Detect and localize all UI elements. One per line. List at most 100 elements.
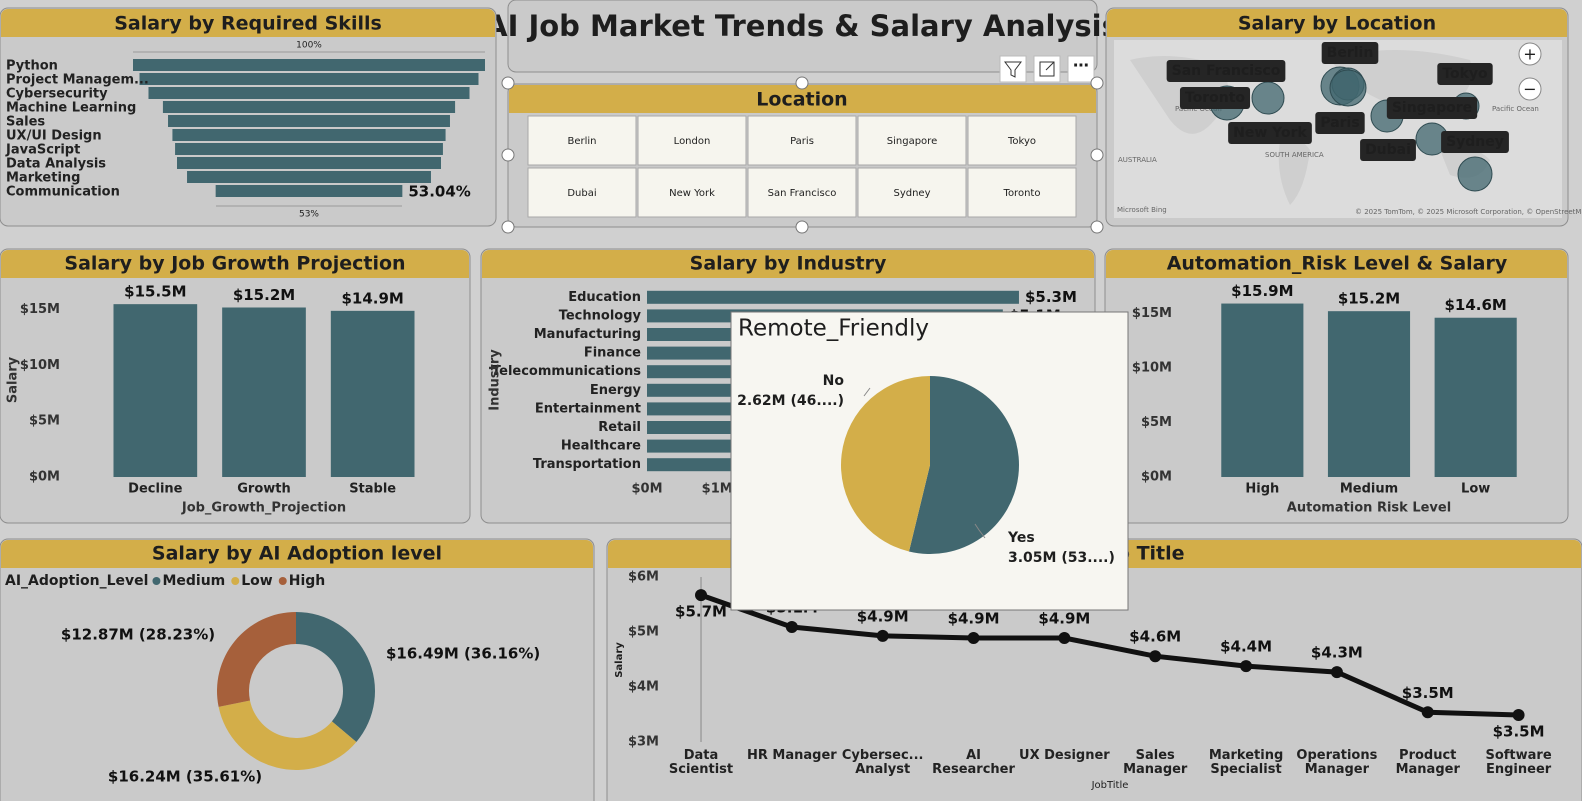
focus-icon[interactable]: [1039, 61, 1055, 77]
slicer-item[interactable]: Berlin: [567, 136, 596, 147]
slicer-tile[interactable]: [967, 115, 1077, 166]
legend-marker: [231, 577, 240, 585]
more-icon[interactable]: [1067, 55, 1095, 83]
funnel-bar: [133, 59, 485, 71]
funnel-bar: [187, 171, 431, 183]
data-label: $15.2M: [233, 286, 295, 304]
resize-handle[interactable]: [501, 148, 515, 162]
funnel-bar: [172, 129, 446, 141]
slicer-tile[interactable]: [747, 167, 857, 218]
y-tick-label: $0M: [29, 470, 60, 485]
city-label-box: [1321, 42, 1379, 64]
slicer-tile[interactable]: [857, 115, 967, 166]
slicer-tile[interactable]: [527, 115, 637, 166]
x-tick-label: Cybersec... Analyst: [841, 748, 924, 777]
slicer-item[interactable]: London: [674, 136, 711, 147]
legend-title: AI_Adoption_Level: [5, 573, 148, 589]
zoom-button[interactable]: [1518, 77, 1542, 101]
x-axis-title: Job_Growth_Projection: [181, 501, 346, 516]
x-tick-label: Software Engineer: [1485, 748, 1552, 777]
data-label: 53.04%: [408, 183, 470, 201]
data-label: $12.87M (28.23%): [61, 626, 215, 644]
city-label: Berlin: [1327, 45, 1374, 61]
slicer-tile[interactable]: [857, 167, 967, 218]
city-label-box: [1228, 122, 1312, 144]
resize-handle[interactable]: [1090, 76, 1104, 90]
slicer-tile[interactable]: [637, 167, 747, 218]
line-point: [1330, 666, 1343, 679]
data-label: $4.3M: [1311, 644, 1363, 662]
category-label: Sales: [6, 115, 45, 130]
slicer-item[interactable]: San Francisco: [768, 188, 837, 199]
data-label: 3.05M (53....): [1008, 550, 1115, 566]
resize-handle[interactable]: [795, 76, 809, 90]
data-label: $16.24M (35.61%): [108, 768, 262, 786]
panel-header: [1, 264, 469, 278]
slicer-tile[interactable]: [637, 115, 747, 166]
bar: [330, 310, 415, 477]
city-label: Paris: [1320, 115, 1359, 131]
slicer-item[interactable]: Singapore: [887, 136, 937, 147]
resize-handle[interactable]: [501, 220, 515, 234]
map-bubble: [1329, 69, 1367, 107]
donut-slice: [218, 700, 357, 771]
slicer-item[interactable]: Tokyo: [1007, 136, 1036, 147]
y-tick-label: $5M: [29, 414, 60, 429]
category-label: Cybersecurity: [6, 87, 108, 102]
x-tick-label: UX Designer: [1019, 748, 1110, 763]
slicer-item[interactable]: Paris: [790, 136, 814, 147]
y-axis-title: Industry: [488, 349, 503, 411]
city-label: New York: [1233, 125, 1307, 141]
funnel-bar: [148, 87, 470, 99]
zoom-button[interactable]: [1518, 42, 1542, 66]
panel-title: Salary by Location: [1238, 13, 1436, 35]
category-label: Entertainment: [535, 401, 641, 416]
filter-icon[interactable]: [1004, 61, 1022, 78]
bar: [113, 304, 198, 477]
city-label-box: [1437, 63, 1493, 85]
filter-icon[interactable]: [999, 55, 1027, 83]
slicer-item[interactable]: Dubai: [567, 188, 596, 199]
zoom-button[interactable]: −: [1523, 80, 1536, 99]
category-label: Education: [568, 290, 641, 305]
panel-title: Salary by Job Growth Projection: [64, 253, 405, 275]
resize-handle[interactable]: [795, 220, 809, 234]
x-axis-title: Automation Risk Level: [1287, 501, 1451, 516]
slicer-item[interactable]: Sydney: [893, 188, 930, 199]
legend-label: Yes: [1007, 530, 1035, 546]
slicer-item[interactable]: New York: [669, 188, 715, 199]
category-label: Technology: [559, 308, 642, 323]
funnel-bar: [215, 185, 403, 197]
line-point: [1149, 650, 1162, 663]
slicer-tile[interactable]: [747, 115, 857, 166]
data-label: 2.62M (46....): [737, 393, 844, 409]
slicer-tile[interactable]: [527, 167, 637, 218]
city-label-box: [1166, 60, 1286, 82]
data-label: $5.3M: [1025, 288, 1077, 306]
slicer-item[interactable]: Toronto: [1003, 188, 1041, 199]
map-label: Pacific Ocean: [1492, 105, 1539, 113]
y-axis-title: Salary: [614, 642, 625, 678]
category-label: Machine Learning: [6, 101, 136, 116]
city-label-box: [1179, 87, 1251, 109]
legend-label: No: [823, 373, 845, 389]
resize-handle[interactable]: [1090, 148, 1104, 162]
more-icon[interactable]: ⋯: [1073, 56, 1089, 75]
x-tick-label: Medium: [1340, 482, 1398, 497]
category-label: Telecommunications: [492, 364, 641, 379]
line-point: [967, 632, 980, 645]
category-label: Retail: [598, 420, 641, 435]
resize-handle[interactable]: [1090, 220, 1104, 234]
slicer-tile[interactable]: [967, 167, 1077, 218]
zoom-button[interactable]: +: [1523, 45, 1536, 64]
map-bubble: [1251, 81, 1285, 115]
x-tick-label: Decline: [128, 482, 182, 497]
x-tick-label: Growth: [237, 482, 291, 497]
y-tick-label: $6M: [628, 570, 659, 585]
dashboard-title: AI Job Market Trends & Salary Analysis: [485, 9, 1119, 43]
map-bubble: [1457, 156, 1493, 192]
data-label: $4.9M: [1038, 610, 1090, 628]
panel-header: [1, 554, 593, 568]
resize-handle[interactable]: [501, 76, 515, 90]
bar: [222, 307, 306, 477]
